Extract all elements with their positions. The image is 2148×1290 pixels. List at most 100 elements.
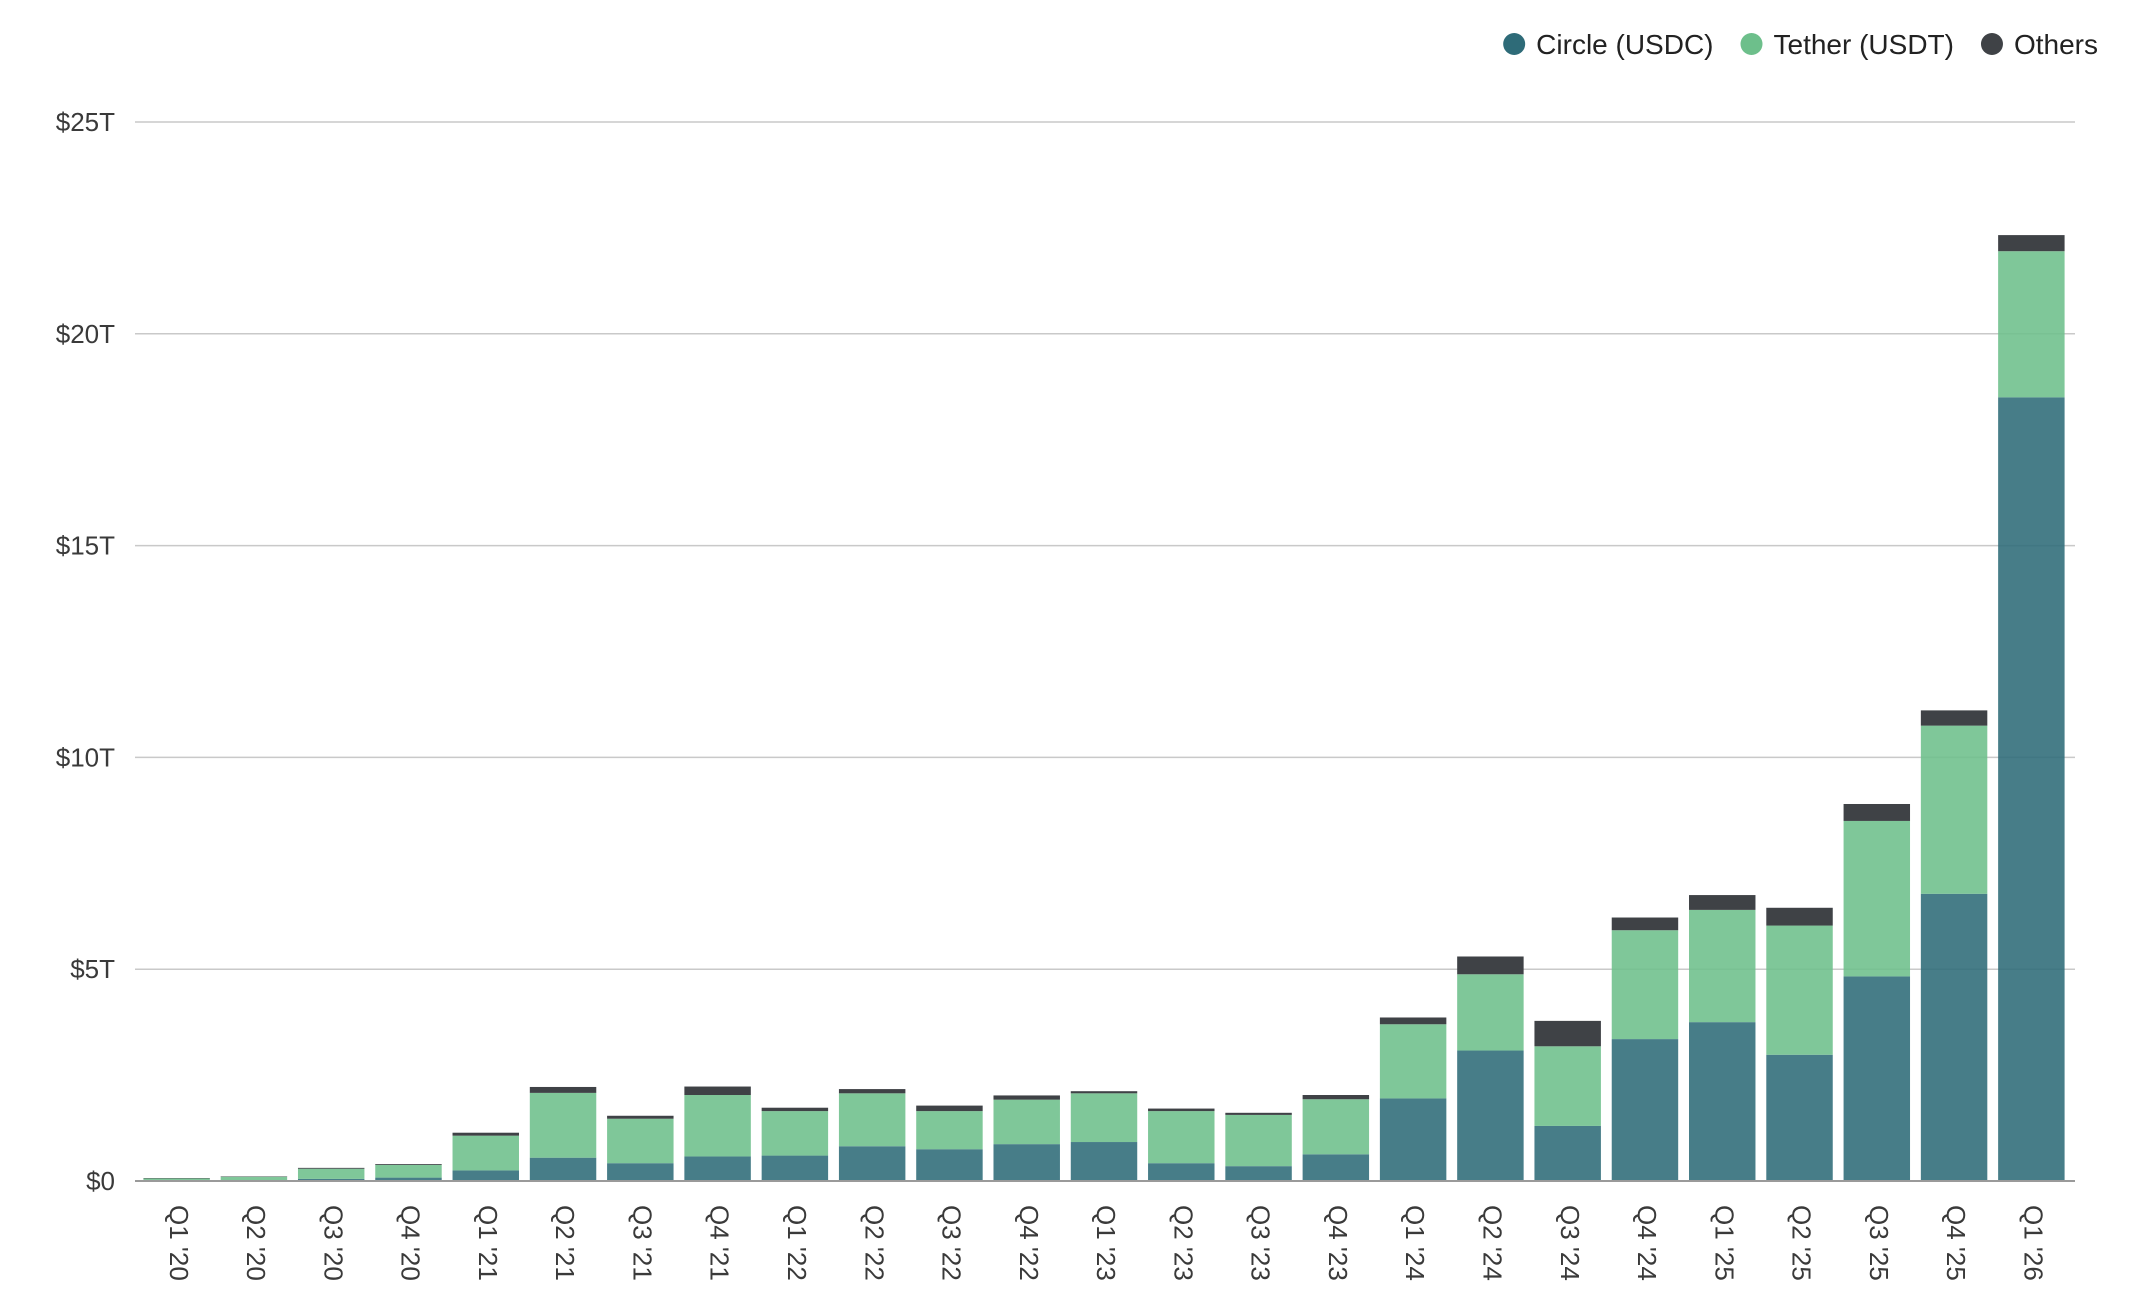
bar-segment	[1920, 893, 1988, 1181]
bar-stack	[993, 1095, 1060, 1181]
bar-segment	[297, 1168, 365, 1179]
bar-segment	[916, 1111, 983, 1150]
bar-segment	[375, 1164, 442, 1165]
bar-segment	[993, 1144, 1060, 1181]
x-tick-label: Q4 '24	[1632, 1205, 1662, 1281]
bar-segment	[1998, 397, 2065, 1182]
bar-segment	[1225, 1114, 1292, 1167]
bar-segment	[1302, 1095, 1370, 1100]
y-tick-label: $25T	[56, 107, 115, 137]
bar-segment	[993, 1095, 1060, 1100]
bar-segment	[1457, 974, 1524, 1051]
legend-item: Tether (USDT)	[1740, 29, 1954, 60]
bar-segment	[1766, 925, 1833, 1055]
bar-segment	[1611, 1039, 1679, 1181]
bar-segment	[452, 1132, 519, 1136]
legend-item: Others	[1980, 29, 2098, 60]
bar-segment	[1766, 907, 1833, 926]
bar-segment	[452, 1170, 519, 1181]
legend-swatch	[1740, 33, 1763, 55]
bar-segment	[1457, 1050, 1524, 1181]
x-tick-label: Q2 '21	[550, 1205, 580, 1281]
bar-stack	[607, 1115, 674, 1181]
y-tick-label: $0	[86, 1166, 115, 1196]
x-tick-label: Q2 '25	[1787, 1205, 1817, 1281]
x-tick-label: Q3 '23	[1246, 1205, 1276, 1281]
bar-segment	[1379, 1024, 1447, 1099]
bar-segment	[1148, 1163, 1215, 1181]
bar-stack	[1766, 907, 1833, 1181]
bar-segment	[916, 1105, 983, 1112]
bar-segment	[1611, 917, 1679, 931]
bar-segment	[375, 1164, 442, 1178]
bar-stack	[1689, 895, 1756, 1181]
bar-stack	[529, 1086, 597, 1181]
bar-stack	[1070, 1091, 1138, 1181]
bar-stack	[452, 1132, 519, 1181]
bar-segment	[1843, 976, 1911, 1181]
y-tick-label: $10T	[56, 742, 115, 772]
bar-segment	[838, 1089, 906, 1094]
bar-segment	[684, 1095, 751, 1157]
bar-segment	[1998, 235, 2065, 252]
bar-segment	[1920, 725, 1988, 894]
bar-segment	[761, 1111, 829, 1156]
bar-stack	[1843, 803, 1911, 1181]
bar-segment	[1998, 251, 2065, 398]
bar-segment	[838, 1146, 906, 1181]
bar-segment	[607, 1118, 674, 1164]
bar-stack	[1302, 1095, 1370, 1181]
x-tick-label: Q1 '26	[2018, 1205, 2048, 1281]
bar-segment	[1843, 820, 1911, 977]
bar-segment	[1302, 1099, 1370, 1155]
bar-stack	[1148, 1108, 1215, 1181]
bar-stack	[297, 1167, 365, 1181]
bar-segment	[1225, 1112, 1292, 1115]
grid-layer	[135, 121, 2075, 970]
bar-stack	[1379, 1017, 1447, 1181]
x-tick-label: Q1 '23	[1091, 1205, 1121, 1281]
bar-stack	[1920, 710, 1988, 1181]
bar-segment	[220, 1176, 288, 1181]
x-tick-label: Q3 '22	[937, 1205, 967, 1281]
bar-segment	[607, 1115, 674, 1119]
x-tick-label: Q1 '22	[782, 1205, 812, 1281]
bar-stack	[375, 1164, 442, 1181]
legend-label: Circle (USDC)	[1536, 29, 1713, 60]
bar-segment	[1534, 1020, 1601, 1047]
bar-segment	[684, 1086, 751, 1096]
bar-segment	[684, 1156, 751, 1181]
bar-segment	[1070, 1091, 1138, 1094]
legend-swatch	[1503, 33, 1526, 55]
x-tick-label: Q2 '23	[1168, 1205, 1198, 1281]
bar-segment	[1843, 803, 1911, 821]
bar-segment	[1689, 909, 1756, 1023]
legend-label: Others	[2014, 29, 2098, 60]
bar-segment	[1689, 895, 1756, 910]
bar-segment	[607, 1163, 674, 1181]
x-tick-label: Q4 '23	[1323, 1205, 1353, 1281]
x-tick-label: Q4 '21	[705, 1205, 735, 1281]
x-tick-label: Q4 '25	[1941, 1205, 1971, 1281]
bar-segment	[993, 1099, 1060, 1145]
y-tick-label: $15T	[56, 531, 115, 561]
x-tick-label: Q1 '20	[164, 1205, 194, 1281]
bar-stack	[916, 1105, 983, 1181]
x-tick-label: Q2 '22	[859, 1205, 889, 1281]
bars-layer	[143, 235, 2065, 1182]
bar-segment	[1379, 1098, 1447, 1181]
bar-segment	[1766, 1054, 1833, 1181]
legend: Others Tether (USDT) Circle (USDC)	[1503, 29, 2098, 60]
x-tick-label: Q3 '20	[318, 1205, 348, 1281]
bar-stack	[1225, 1112, 1292, 1181]
x-tick-label: Q1 '21	[473, 1205, 503, 1281]
bar-segment	[1148, 1111, 1215, 1164]
bar-segment	[1225, 1166, 1292, 1181]
bar-segment	[297, 1178, 365, 1181]
bar-segment	[143, 1178, 210, 1181]
bar-stack	[838, 1089, 906, 1181]
bar-segment	[452, 1135, 519, 1171]
bar-segment	[1302, 1154, 1370, 1181]
bar-stack	[1611, 917, 1679, 1181]
